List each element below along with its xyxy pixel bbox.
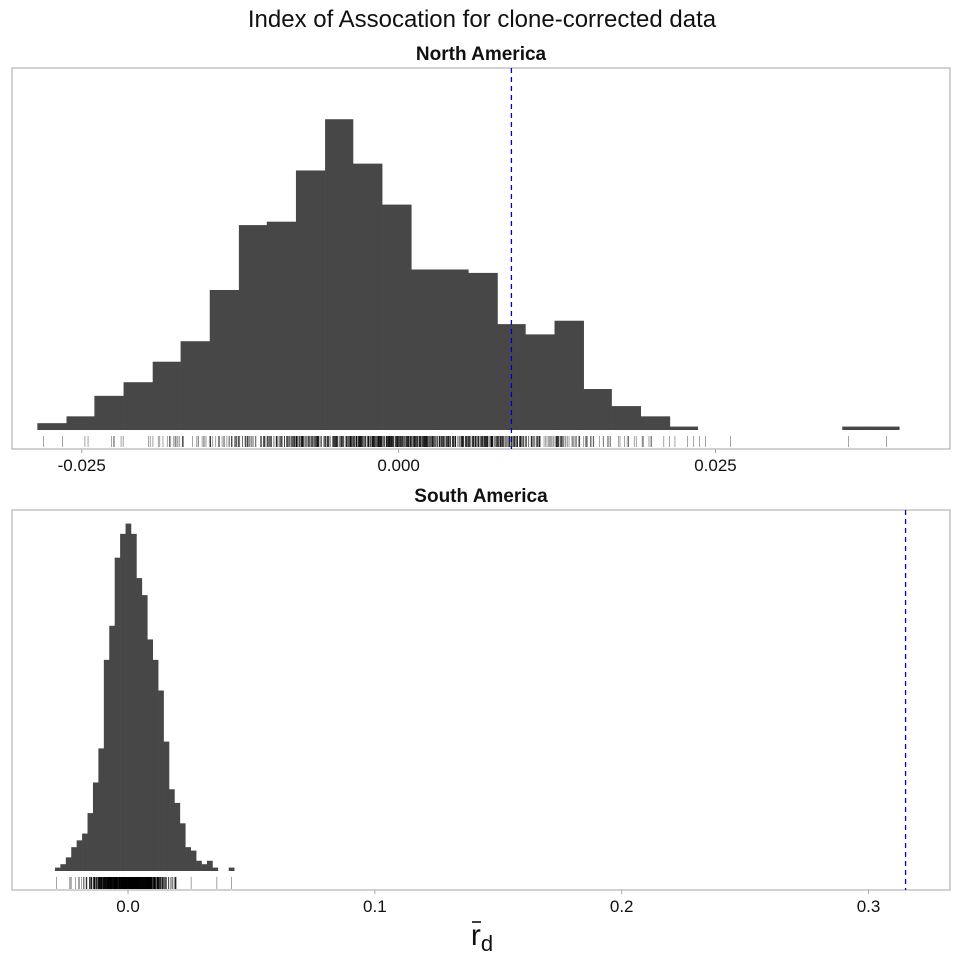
histogram-bar bbox=[554, 320, 584, 430]
histogram-bar bbox=[352, 163, 383, 430]
x-tick-label: 0.3 bbox=[857, 897, 881, 916]
x-axis: -0.025 0.000 0.025 bbox=[58, 449, 737, 475]
panel-border bbox=[11, 67, 951, 450]
histogram-bar bbox=[640, 416, 671, 430]
histogram-bar bbox=[174, 802, 181, 871]
x-tick-label: 0.000 bbox=[377, 456, 420, 475]
x-axis-title-subscript: d bbox=[481, 931, 493, 956]
histogram-bar bbox=[228, 867, 235, 871]
histogram-bar bbox=[114, 557, 121, 871]
histogram-bar bbox=[76, 840, 83, 871]
histogram-bar bbox=[669, 426, 699, 430]
histogram-bar bbox=[82, 833, 88, 871]
histogram-bar bbox=[94, 395, 124, 430]
x-tick-label: -0.025 bbox=[58, 456, 106, 475]
histogram-bar bbox=[209, 289, 240, 430]
panel-title: South America bbox=[414, 486, 548, 507]
x-tick-label: 0.0 bbox=[116, 897, 140, 916]
histogram-bar bbox=[439, 269, 469, 430]
histogram-bar bbox=[842, 426, 871, 430]
histogram-bar bbox=[201, 864, 208, 871]
panel-border bbox=[11, 509, 951, 891]
histogram-bars bbox=[54, 523, 235, 871]
histogram-bar bbox=[152, 659, 159, 871]
rug-marks bbox=[56, 877, 232, 889]
histogram-bar bbox=[54, 867, 61, 871]
chart-title: Index of Assocation for clone-corrected … bbox=[248, 6, 717, 33]
histogram-bar bbox=[152, 361, 181, 430]
histogram-bar bbox=[103, 659, 110, 871]
histogram-bar bbox=[611, 406, 642, 430]
histogram-bar bbox=[163, 741, 170, 871]
histogram-bar bbox=[382, 204, 412, 430]
x-axis-title-main: r bbox=[471, 919, 481, 952]
panel-south-america: South America 0.0 0.1 0.2 0.3 bbox=[11, 486, 951, 916]
histogram-bar bbox=[190, 850, 197, 871]
histogram-bar bbox=[98, 748, 105, 871]
histogram-bar bbox=[125, 523, 132, 871]
histogram-bars bbox=[37, 119, 900, 430]
histogram-bar bbox=[266, 221, 297, 430]
histogram-bar bbox=[196, 860, 202, 871]
histogram-bar bbox=[207, 860, 213, 871]
histogram-bar bbox=[120, 533, 126, 871]
histogram-bar bbox=[325, 119, 354, 430]
histogram-bar bbox=[87, 813, 94, 871]
histogram-bar bbox=[212, 867, 219, 871]
histogram-bar bbox=[136, 578, 143, 871]
histogram-bar bbox=[870, 426, 900, 430]
histogram-bar bbox=[123, 382, 153, 430]
histogram-bar bbox=[295, 170, 326, 430]
histogram-bar bbox=[65, 857, 72, 871]
panel-title: North America bbox=[416, 44, 547, 65]
histogram-bar bbox=[180, 341, 211, 430]
histogram-bar bbox=[179, 823, 186, 871]
x-tick-label: 0.1 bbox=[363, 897, 387, 916]
histogram-bar bbox=[168, 789, 175, 871]
x-tick-label: 0.2 bbox=[610, 897, 634, 916]
histogram-bar bbox=[468, 272, 498, 430]
histogram-bar bbox=[60, 864, 67, 871]
histogram-bar bbox=[92, 782, 99, 871]
histogram-bar bbox=[71, 847, 77, 871]
histogram-bar bbox=[158, 690, 164, 871]
histogram-bar bbox=[411, 269, 440, 430]
histogram-bar bbox=[185, 847, 192, 871]
histogram-bar bbox=[238, 225, 268, 430]
histogram-bar bbox=[130, 533, 137, 871]
histogram-bar bbox=[109, 625, 115, 871]
histogram-bar bbox=[141, 595, 148, 871]
x-axis: 0.0 0.1 0.2 0.3 bbox=[116, 890, 880, 916]
histogram-bar bbox=[37, 423, 67, 430]
histogram-bar bbox=[525, 334, 555, 430]
histogram-bar bbox=[583, 389, 612, 430]
panel-north-america: North America -0.025 0.000 0.025 bbox=[11, 44, 951, 475]
histogram-bar bbox=[147, 639, 153, 871]
rug-marks bbox=[43, 436, 887, 447]
x-axis-title: rd bbox=[471, 919, 493, 956]
histogram-bar bbox=[66, 416, 95, 430]
x-tick-label: 0.025 bbox=[694, 456, 737, 475]
